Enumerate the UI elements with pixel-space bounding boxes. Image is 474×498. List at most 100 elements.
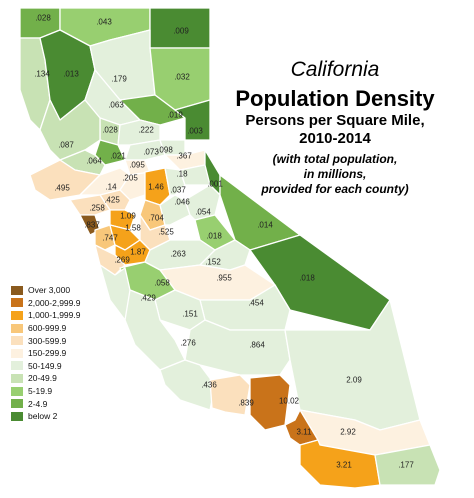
county-population-label: .747 (102, 233, 118, 243)
county-population-label: .043 (96, 17, 112, 27)
county-shape (94, 139, 126, 166)
legend-item: below 2 (10, 410, 80, 423)
county-population-label: .955 (216, 273, 232, 283)
legend-label: 600-999.9 (28, 323, 67, 334)
county-population-label: .269 (114, 255, 130, 265)
county-population-label: .152 (205, 257, 221, 267)
county-population-label: .054 (195, 207, 211, 217)
title-state: California (290, 58, 380, 81)
county-population-label: .046 (174, 197, 190, 207)
county-population-label: .013 (63, 69, 79, 79)
legend-item: 2-4.9 (10, 397, 80, 410)
county-population-label: .837 (84, 220, 100, 230)
legend-label: below 2 (28, 411, 58, 422)
legend-swatch (10, 297, 24, 309)
county-population-label: .205 (122, 173, 138, 183)
title-note-3: provided for each county) (261, 182, 409, 196)
county-population-label: .704 (148, 213, 164, 223)
county-shape (374, 444, 441, 486)
legend-swatch (10, 385, 24, 397)
legend-swatch (10, 335, 24, 347)
map-legend: Over 3,000 2,000-2,999.9 1,000-1,999.9 600-… (10, 284, 80, 423)
county-population-label: .073 (143, 147, 159, 157)
county-population-label: .495 (54, 183, 70, 193)
county-shape (144, 167, 171, 206)
county-population-label: .134 (34, 69, 50, 79)
title-subtitle: Persons per Square Mile, (245, 112, 425, 129)
map-title-block: California Population Density Persons pe… (210, 58, 460, 197)
legend-swatch (10, 309, 24, 321)
legend-label: Over 3,000 (28, 285, 71, 296)
legend-swatch (10, 360, 24, 372)
county-shape (209, 374, 251, 416)
county-shape (174, 99, 211, 141)
legend-swatch (10, 372, 24, 384)
county-population-label: .018 (206, 231, 222, 241)
county-shape (69, 194, 111, 216)
county-population-label: 1.87 (130, 247, 146, 257)
county-population-label: .258 (89, 203, 105, 213)
county-shape (124, 139, 166, 161)
title-main: Population Density (235, 86, 435, 111)
legend-label: 300-599.9 (28, 335, 67, 346)
legend-label: 5-19.9 (28, 386, 53, 397)
title-note-1: (with total population, (272, 152, 398, 166)
county-population-label: .222 (138, 125, 154, 135)
county-population-label: .087 (58, 140, 74, 150)
legend-item: 1,000-1,999.9 (10, 309, 80, 322)
county-population-label: .454 (248, 298, 264, 308)
county-population-label: 1.58 (125, 223, 141, 233)
legend-label: 2,000-2,999.9 (28, 297, 81, 308)
county-population-label: .009 (173, 26, 189, 36)
legend-item: 5-19.9 (10, 385, 80, 398)
county-population-label: .839 (238, 398, 254, 408)
county-population-label: .037 (170, 185, 186, 195)
county-population-label: 2.09 (346, 375, 362, 385)
county-population-label: .001 (207, 179, 223, 189)
county-population-label: 1.46 (148, 182, 164, 192)
county-shape (94, 224, 116, 251)
county-population-label: .436 (201, 380, 217, 390)
county-shape (109, 209, 136, 231)
legend-swatch (10, 398, 24, 410)
county-population-label: .276 (180, 338, 196, 348)
county-population-label: .058 (154, 278, 170, 288)
county-population-label: .028 (35, 13, 51, 23)
county-population-label: .063 (108, 100, 124, 110)
legend-item: 50-149.9 (10, 360, 80, 373)
legend-swatch (10, 284, 24, 296)
legend-label: 50-149.9 (28, 360, 62, 371)
county-population-label: .064 (86, 156, 102, 166)
legend-item: 150-299.9 (10, 347, 80, 360)
county-population-label: .021 (110, 151, 126, 161)
legend-label: 1,000-1,999.9 (28, 310, 81, 321)
county-population-label: 3.11 (296, 427, 312, 437)
county-population-label: .429 (140, 293, 156, 303)
county-population-label: .095 (129, 160, 145, 170)
county-population-label: .367 (176, 151, 192, 161)
county-population-label: .003 (187, 126, 203, 136)
county-population-label: 10.02 (278, 396, 300, 406)
county-population-label: .263 (170, 249, 186, 259)
legend-swatch (10, 322, 24, 334)
county-population-label: .179 (111, 74, 127, 84)
county-population-label: .014 (257, 220, 273, 230)
county-population-label: .18 (176, 169, 188, 179)
title-years: 2010-2014 (299, 130, 371, 147)
legend-item: Over 3,000 (10, 284, 80, 297)
county-population-label: .14 (105, 182, 117, 192)
county-shape (164, 167, 186, 196)
county-population-label: .019 (167, 110, 183, 120)
county-population-label: .018 (299, 273, 315, 283)
county-population-label: 2.92 (340, 427, 356, 437)
legend-item: 600-999.9 (10, 322, 80, 335)
county-population-label: .525 (158, 227, 174, 237)
county-population-label: .864 (249, 340, 265, 350)
title-note-2: in millions, (303, 167, 367, 181)
county-population-label: .425 (104, 195, 120, 205)
legend-label: 2-4.9 (28, 398, 48, 409)
legend-label: 150-299.9 (28, 348, 67, 359)
legend-swatch (10, 410, 24, 422)
